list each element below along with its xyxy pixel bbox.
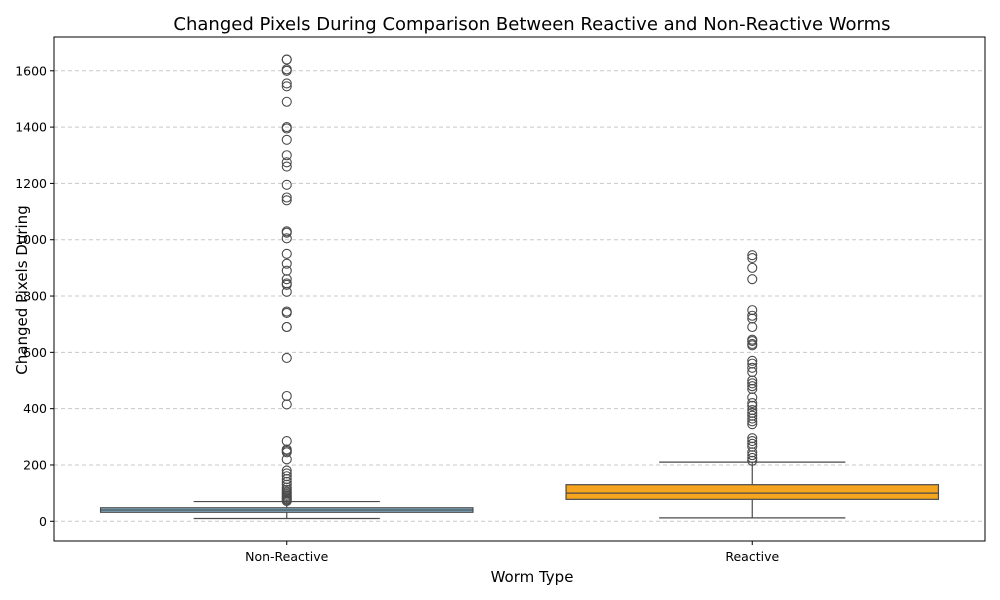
outlier-point xyxy=(281,274,292,285)
outlier-point xyxy=(281,465,292,476)
outlier-point xyxy=(747,313,758,324)
outlier-point xyxy=(281,474,292,485)
outlier-point xyxy=(747,392,758,403)
outlier-point xyxy=(747,358,758,369)
outlier-point xyxy=(281,134,292,145)
y-tick-label: 1400 xyxy=(15,120,47,135)
outlier-point xyxy=(747,433,758,444)
outlier-point xyxy=(281,179,292,190)
outlier-point xyxy=(281,390,292,402)
outlier-point xyxy=(281,258,292,269)
outlier-point xyxy=(747,375,758,386)
outlier-point xyxy=(747,310,758,321)
outlier-point xyxy=(747,340,758,351)
outlier-point xyxy=(747,362,758,373)
outlier-point xyxy=(281,435,292,447)
y-axis-ticks: 0 200 400 600 800 1000 1200 1400 1600 xyxy=(15,63,54,529)
outlier-point xyxy=(281,195,292,206)
outlier-point xyxy=(281,54,292,65)
outlier-point xyxy=(281,307,292,318)
outlier-point xyxy=(281,150,292,161)
outlier-point xyxy=(747,355,758,366)
y-tick-label: 400 xyxy=(23,401,47,416)
outlier-point xyxy=(747,383,758,395)
outlier-point xyxy=(281,81,292,92)
outlier-point xyxy=(747,407,758,418)
outlier-point xyxy=(281,471,292,482)
outlier-point xyxy=(747,336,758,347)
outlier-point xyxy=(747,397,758,409)
outlier-point xyxy=(747,416,758,427)
outlier-points xyxy=(281,54,758,507)
outlier-point xyxy=(281,65,292,76)
outlier-point xyxy=(747,321,758,333)
outlier-point xyxy=(281,495,292,507)
outlier-point xyxy=(747,262,758,273)
outlier-point xyxy=(281,192,292,203)
outlier-point xyxy=(281,321,292,333)
y-tick-label: 1600 xyxy=(15,63,47,78)
outlier-point xyxy=(281,248,292,259)
outlier-point xyxy=(747,367,758,378)
grid-lines xyxy=(54,70,985,522)
outlier-point xyxy=(281,227,292,238)
box-iqr xyxy=(565,484,940,500)
outlier-point xyxy=(281,399,292,410)
outlier-point xyxy=(281,479,292,490)
outlier-point xyxy=(281,78,292,89)
outlier-point xyxy=(281,468,292,479)
outlier-point xyxy=(747,378,758,389)
outlier-point xyxy=(281,161,292,172)
outlier-point xyxy=(281,352,292,364)
x-tick-label: Reactive xyxy=(725,549,779,564)
outlier-point xyxy=(747,450,758,461)
y-tick-label: 1000 xyxy=(15,232,47,247)
y-tick-label: 0 xyxy=(39,514,47,529)
x-axis-ticks: Non-Reactive Reactive xyxy=(245,541,779,564)
outlier-point xyxy=(747,438,758,449)
outlier-point xyxy=(747,447,758,458)
outlier-point xyxy=(747,400,758,411)
y-tick-label: 800 xyxy=(23,289,47,304)
chart-title: Changed Pixels During Comparison Between… xyxy=(173,14,890,35)
outlier-point xyxy=(747,405,758,416)
outlier-point xyxy=(747,419,758,430)
outlier-point xyxy=(747,305,758,316)
outlier-point xyxy=(747,250,758,261)
y-axis-label: Changed Pixels During xyxy=(13,205,31,374)
plot-frame xyxy=(53,36,986,542)
outlier-point xyxy=(747,274,758,285)
outlier-point xyxy=(747,455,758,466)
x-tick-label: Non-Reactive xyxy=(245,549,329,564)
outlier-point xyxy=(281,454,292,465)
outlier-point xyxy=(747,410,758,421)
outlier-point xyxy=(747,252,758,264)
outlier-point xyxy=(281,476,292,487)
outlier-point xyxy=(281,123,292,134)
outlier-point xyxy=(281,279,292,290)
outlier-point xyxy=(747,441,758,452)
outlier-point xyxy=(281,286,292,297)
outlier-point xyxy=(281,233,292,244)
y-tick-label: 600 xyxy=(23,345,47,360)
outlier-point xyxy=(281,157,292,168)
outlier-point xyxy=(747,435,758,447)
outlier-point xyxy=(747,381,758,392)
box-series xyxy=(99,461,940,520)
x-axis-label: Worm Type xyxy=(491,568,574,586)
outlier-point xyxy=(747,413,758,424)
outlier-point xyxy=(281,96,292,107)
outlier-point xyxy=(747,452,758,463)
outlier-point xyxy=(281,447,292,458)
y-tick-label: 1200 xyxy=(15,176,47,191)
outlier-point xyxy=(281,265,292,276)
y-tick-label: 200 xyxy=(23,457,47,472)
